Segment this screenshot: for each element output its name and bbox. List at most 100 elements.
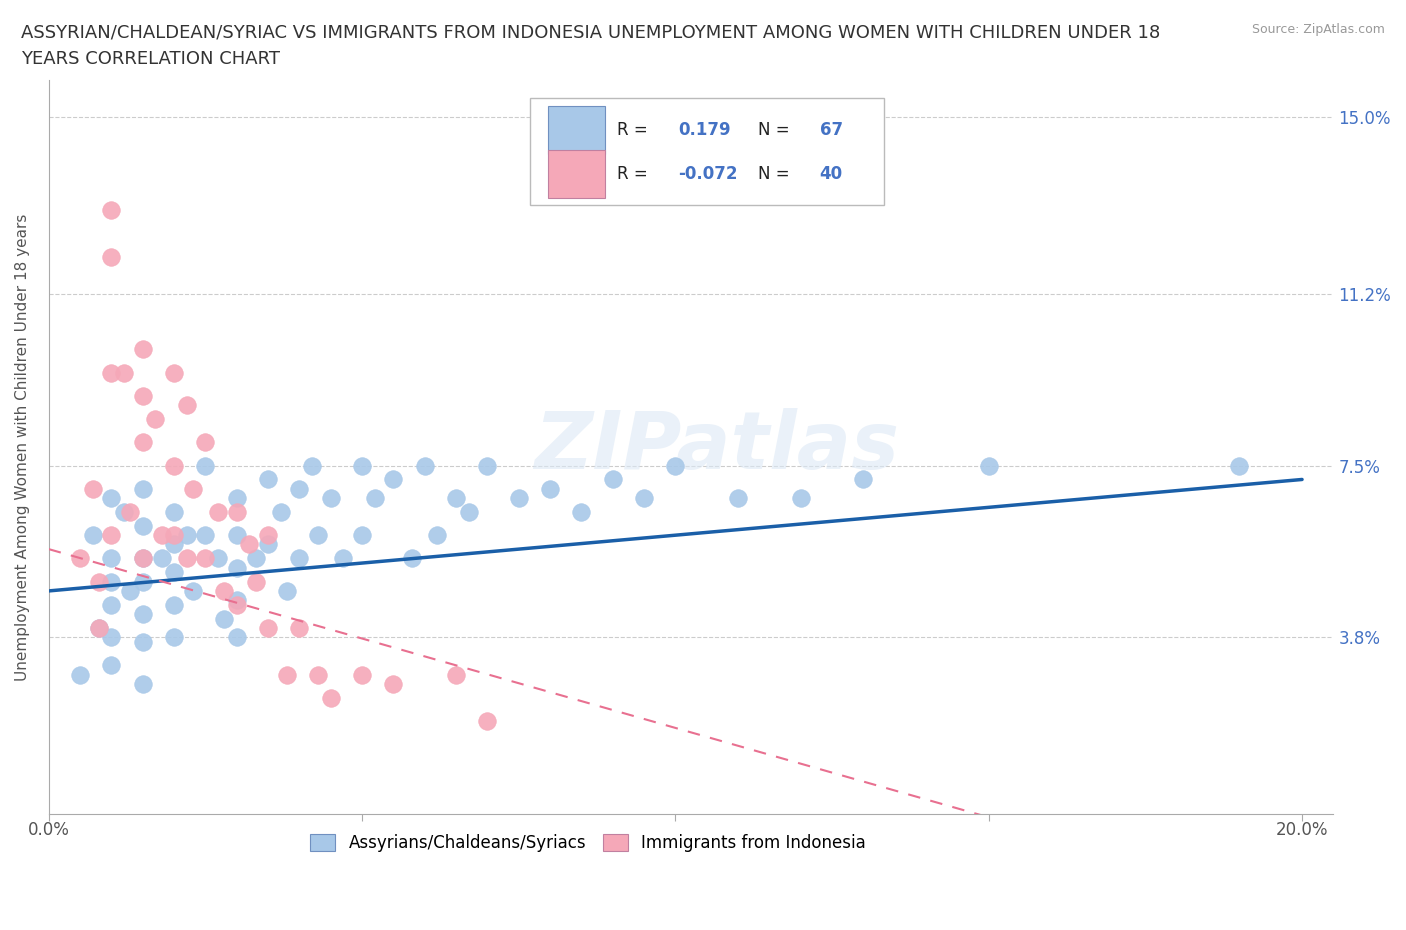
Point: [163, 365, 186, 380]
Point: [245, 551, 267, 565]
Point: [319, 690, 342, 705]
Point: [257, 537, 280, 551]
Point: [132, 551, 155, 565]
Point: [194, 435, 217, 450]
Point: [664, 458, 686, 473]
Point: [319, 491, 342, 506]
Point: [633, 491, 655, 506]
Point: [100, 527, 122, 542]
Point: [238, 537, 260, 551]
Point: [382, 472, 405, 487]
Text: ASSYRIAN/CHALDEAN/SYRIAC VS IMMIGRANTS FROM INDONESIA UNEMPLOYMENT AMONG WOMEN W: ASSYRIAN/CHALDEAN/SYRIAC VS IMMIGRANTS F…: [21, 23, 1160, 68]
Point: [257, 620, 280, 635]
Point: [132, 482, 155, 497]
Point: [276, 583, 298, 598]
Y-axis label: Unemployment Among Women with Children Under 18 years: Unemployment Among Women with Children U…: [15, 213, 30, 681]
Point: [477, 713, 499, 728]
Point: [288, 620, 311, 635]
Text: 67: 67: [820, 121, 842, 139]
Point: [120, 505, 142, 520]
Point: [163, 630, 186, 644]
Point: [100, 491, 122, 506]
Point: [413, 458, 436, 473]
Point: [163, 458, 186, 473]
Point: [163, 527, 186, 542]
Point: [132, 574, 155, 589]
Text: N =: N =: [758, 121, 794, 139]
Point: [82, 527, 104, 542]
Point: [69, 551, 91, 565]
Point: [163, 505, 186, 520]
Point: [100, 574, 122, 589]
Text: Source: ZipAtlas.com: Source: ZipAtlas.com: [1251, 23, 1385, 36]
Point: [307, 667, 329, 682]
Point: [301, 458, 323, 473]
Point: [87, 620, 110, 635]
Text: R =: R =: [617, 121, 652, 139]
Point: [100, 658, 122, 672]
Point: [132, 634, 155, 649]
Point: [143, 412, 166, 427]
Point: [82, 482, 104, 497]
Point: [163, 565, 186, 579]
Point: [1229, 458, 1251, 473]
Text: 20.0%: 20.0%: [1275, 821, 1329, 839]
Point: [225, 527, 247, 542]
Point: [120, 583, 142, 598]
Point: [132, 518, 155, 533]
Point: [87, 574, 110, 589]
Point: [181, 482, 204, 497]
Text: 0.0%: 0.0%: [28, 821, 70, 839]
Point: [477, 458, 499, 473]
Point: [181, 583, 204, 598]
Point: [207, 551, 229, 565]
Point: [132, 389, 155, 404]
Point: [112, 505, 135, 520]
Point: [100, 365, 122, 380]
Point: [100, 203, 122, 218]
Point: [132, 342, 155, 357]
Point: [132, 551, 155, 565]
Point: [538, 482, 561, 497]
Point: [977, 458, 1000, 473]
Point: [790, 491, 813, 506]
Point: [352, 667, 374, 682]
Point: [307, 527, 329, 542]
Point: [444, 667, 467, 682]
Point: [602, 472, 624, 487]
Point: [401, 551, 423, 565]
Point: [508, 491, 530, 506]
Text: R =: R =: [617, 165, 652, 183]
Point: [132, 676, 155, 691]
Point: [225, 505, 247, 520]
Point: [257, 527, 280, 542]
Point: [332, 551, 354, 565]
Point: [571, 505, 593, 520]
Point: [457, 505, 479, 520]
Point: [382, 676, 405, 691]
Point: [150, 527, 173, 542]
Text: 40: 40: [820, 165, 842, 183]
Point: [100, 249, 122, 264]
Point: [225, 592, 247, 607]
Point: [100, 551, 122, 565]
Point: [87, 620, 110, 635]
Point: [257, 472, 280, 487]
Point: [245, 574, 267, 589]
Point: [352, 527, 374, 542]
Point: [276, 667, 298, 682]
Point: [132, 606, 155, 621]
Point: [194, 551, 217, 565]
Point: [112, 365, 135, 380]
Point: [194, 527, 217, 542]
Point: [163, 597, 186, 612]
Point: [176, 398, 198, 413]
Point: [444, 491, 467, 506]
Text: N =: N =: [758, 165, 794, 183]
Point: [212, 583, 235, 598]
Text: -0.072: -0.072: [678, 165, 738, 183]
FancyBboxPatch shape: [548, 150, 605, 198]
Point: [212, 611, 235, 626]
Point: [288, 551, 311, 565]
Point: [852, 472, 875, 487]
